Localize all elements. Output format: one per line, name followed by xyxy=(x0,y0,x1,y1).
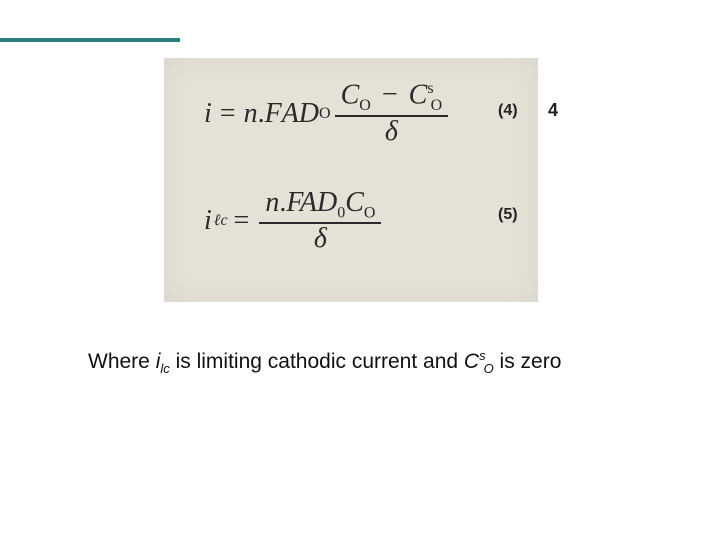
eq4-minus: − xyxy=(382,79,398,110)
eq5-num-C-sub: O xyxy=(364,205,376,222)
caption-C: C xyxy=(464,350,479,373)
eq5-num-A: A xyxy=(300,187,317,218)
eq4-D-sub: O xyxy=(319,105,331,123)
eq4-num-C2-sup: s xyxy=(427,80,433,97)
caption-post: is zero xyxy=(494,350,562,373)
equation-5: i ℓc = n.FAD0CO δ xyxy=(204,188,504,255)
eq4-n: n xyxy=(244,98,258,130)
eq4-equals: = xyxy=(220,98,236,130)
equation-5-body: i ℓc = n.FAD0CO δ xyxy=(204,188,385,255)
eq4-num-C2-sub: O xyxy=(431,97,443,114)
eq5-fraction: n.FAD0CO δ xyxy=(259,188,381,255)
equation-4-label: (4) xyxy=(498,102,518,120)
caption-mid: is limiting cathodic current and xyxy=(170,350,464,373)
slide-number: 4 xyxy=(548,100,558,121)
eq5-num-F: F xyxy=(286,187,300,218)
caption-C-sub: O xyxy=(484,361,494,376)
eq5-num-D-sub: 0 xyxy=(337,205,345,222)
caption-i-sub: lc xyxy=(160,361,169,376)
eq5-num-D: D xyxy=(317,187,337,218)
eq4-F: F xyxy=(265,98,282,130)
eq4-D: D xyxy=(299,98,319,130)
eq4-fraction: CO − CsO δ xyxy=(335,80,449,147)
eq4-num-C1-sub: O xyxy=(359,97,371,114)
eq5-den-delta: δ xyxy=(314,223,327,254)
caption-pre: Where xyxy=(88,350,156,373)
eq4-num-C2: C xyxy=(409,79,428,110)
eq5-equals: = xyxy=(234,205,250,237)
eq5-i: i xyxy=(204,205,212,237)
eq5-num-C: C xyxy=(345,187,364,218)
equation-4: i = n . F A D O CO − CsO δ xyxy=(204,80,504,147)
eq4-den-delta: δ xyxy=(385,116,398,147)
equation-panel: i = n . F A D O CO − CsO δ (4) i ℓc = xyxy=(164,58,538,302)
eq4-A: A xyxy=(282,98,299,130)
equation-5-label: (5) xyxy=(498,206,518,224)
eq5-i-sub: ℓc xyxy=(214,212,228,230)
equation-4-body: i = n . F A D O CO − CsO δ xyxy=(204,80,452,147)
accent-rule xyxy=(0,38,180,42)
caption-line: Where ilc is limiting cathodic current a… xyxy=(88,348,561,376)
eq4-num-C1: C xyxy=(341,79,360,110)
eq4-i: i xyxy=(204,98,212,130)
eq5-num-n: n xyxy=(265,187,279,218)
eq4-dot: . xyxy=(258,98,265,130)
